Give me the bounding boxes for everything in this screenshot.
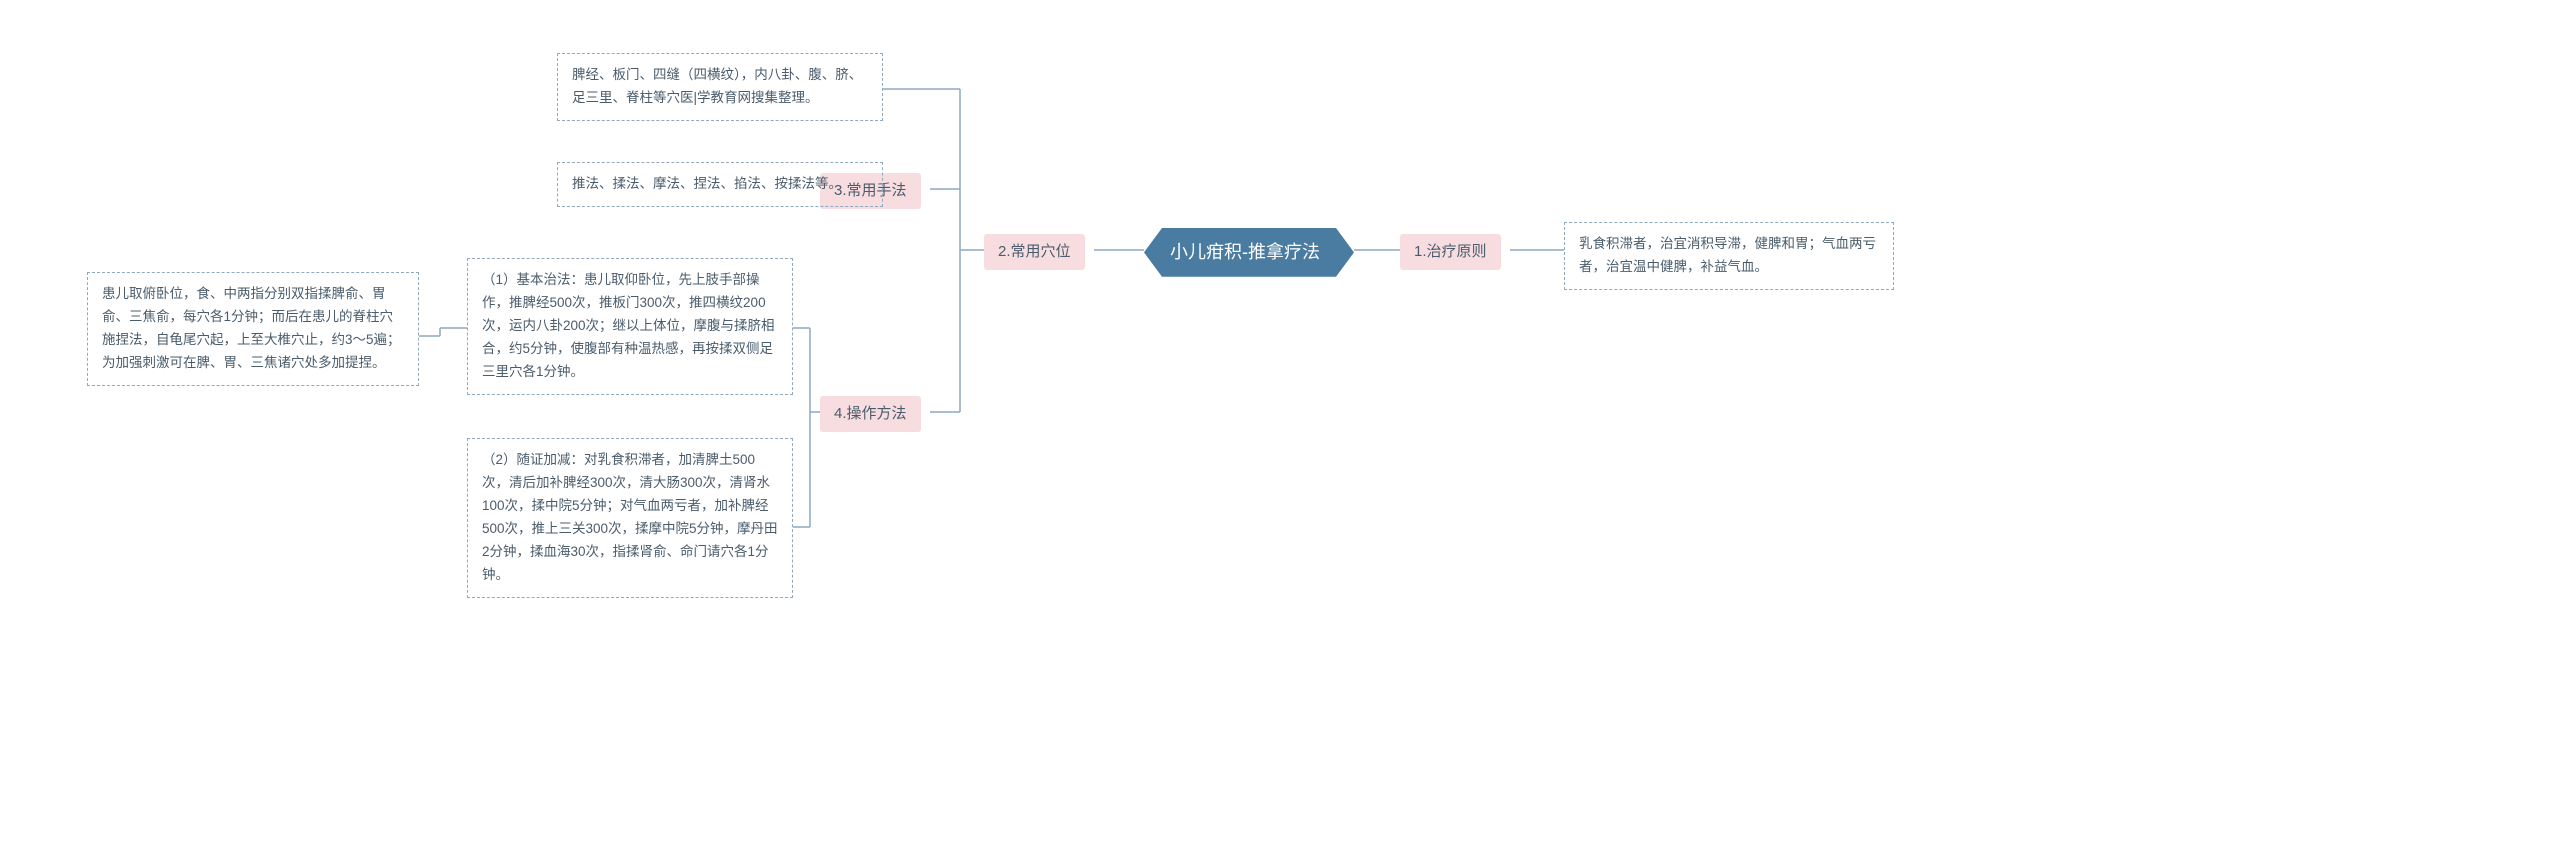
branch-acupoints: 2.常用穴位 — [984, 234, 1085, 270]
branch-operation: 4.操作方法 — [820, 396, 921, 432]
leaf-operation-variation: （2）随证加减：对乳食积滞者，加清脾土500次，清后加补脾经300次，清大肠30… — [467, 438, 793, 598]
leaf-text: 脾经、板门、四缝（四横纹），内八卦、腹、脐、足三里、脊柱等穴医|学教育网搜集整理… — [572, 67, 862, 105]
branch-label: 2.常用穴位 — [998, 243, 1071, 260]
connector-lines — [0, 0, 2560, 847]
leaf-text: 推法、揉法、摩法、捏法、掐法、按揉法等。 — [572, 176, 842, 191]
root-node: 小儿疳积-推拿疗法 — [1144, 228, 1354, 277]
branch-label: 1.治疗原则 — [1414, 243, 1487, 260]
leaf-operation-basic-detail: 患儿取俯卧位，食、中两指分别双指揉脾俞、胃俞、三焦俞，每穴各1分钟；而后在患儿的… — [87, 272, 419, 386]
branch-treatment-principle: 1.治疗原则 — [1400, 234, 1501, 270]
leaf-acupoints: 脾经、板门、四缝（四横纹），内八卦、腹、脐、足三里、脊柱等穴医|学教育网搜集整理… — [557, 53, 883, 121]
root-label: 小儿疳积-推拿疗法 — [1170, 242, 1320, 262]
leaf-operation-basic: （1）基本治法：患儿取仰卧位，先上肢手部操作，推脾经500次，推板门300次，推… — [467, 258, 793, 395]
leaf-text: （2）随证加减：对乳食积滞者，加清脾土500次，清后加补脾经300次，清大肠30… — [482, 452, 778, 582]
leaf-text: 乳食积滞者，治宜消积导滞，健脾和胃；气血两亏者，治宜温中健脾，补益气血。 — [1579, 236, 1876, 274]
leaf-text: 患儿取俯卧位，食、中两指分别双指揉脾俞、胃俞、三焦俞，每穴各1分钟；而后在患儿的… — [102, 286, 401, 370]
branch-label: 4.操作方法 — [834, 405, 907, 422]
leaf-techniques: 推法、揉法、摩法、捏法、掐法、按揉法等。 — [557, 162, 883, 207]
leaf-text: （1）基本治法：患儿取仰卧位，先上肢手部操作，推脾经500次，推板门300次，推… — [482, 272, 775, 379]
leaf-treatment-principle-text: 乳食积滞者，治宜消积导滞，健脾和胃；气血两亏者，治宜温中健脾，补益气血。 — [1564, 222, 1894, 290]
